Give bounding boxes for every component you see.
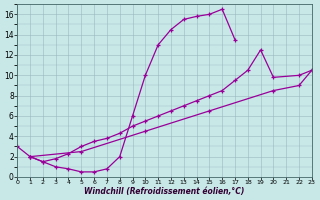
X-axis label: Windchill (Refroidissement éolien,°C): Windchill (Refroidissement éolien,°C) — [84, 187, 245, 196]
